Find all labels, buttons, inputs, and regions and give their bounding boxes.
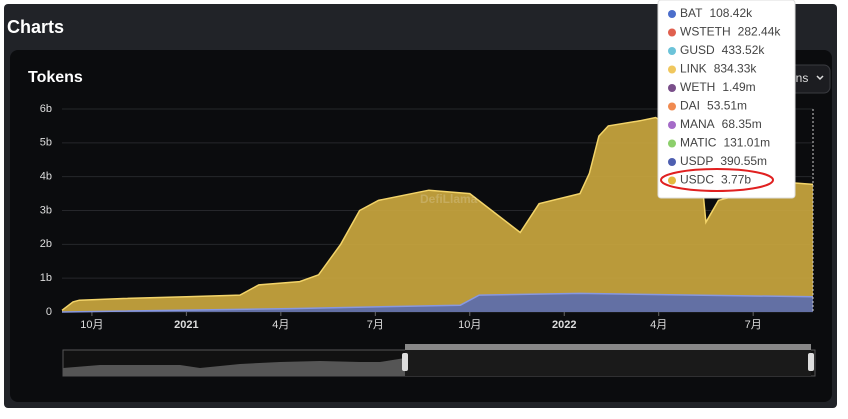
y-tick-label: 1b	[40, 272, 52, 284]
tooltip-value: 433.52k	[722, 43, 766, 57]
y-tick-label: 0	[46, 306, 52, 318]
legend-dot	[668, 139, 676, 148]
y-tick-label: 4b	[40, 171, 52, 183]
highlight-ellipse	[660, 168, 774, 192]
navigator-preview	[63, 358, 405, 376]
legend-dot	[668, 176, 676, 185]
y-tick-label: 2b	[40, 238, 52, 250]
tooltip-name: USDP	[680, 154, 713, 168]
x-tick-label: 4月	[650, 319, 667, 331]
tooltip-name: GUSD	[680, 43, 715, 57]
tooltip-name: WSTETH	[680, 25, 731, 39]
x-tick-label: 10月	[80, 319, 103, 331]
x-tick-label: 10月	[458, 319, 481, 331]
tooltip-value: 834.33k	[714, 62, 758, 76]
chart-title: Tokens	[28, 69, 83, 86]
tooltip-name: WETH	[680, 80, 715, 94]
legend-dot	[668, 28, 676, 37]
legend-dot	[668, 158, 676, 166]
area	[62, 117, 813, 312]
navigator-handle[interactable]	[808, 353, 814, 371]
x-tick-label: 2022	[552, 319, 576, 331]
dropdown-caret	[816, 75, 824, 81]
y-tick-label: 3b	[40, 204, 52, 216]
tooltip-name: LINK	[680, 62, 707, 76]
y-tick-label: 5b	[40, 137, 52, 149]
tooltip-value: 3.77b	[721, 173, 751, 187]
legend-dot	[668, 65, 676, 74]
tooltip-value: 68.35m	[722, 117, 762, 131]
tooltip	[657, 0, 796, 199]
watermark: DefiLlama	[420, 192, 478, 206]
tooltip-value: 108.42k	[709, 6, 753, 20]
navigator-bar[interactable]	[405, 344, 811, 350]
tooltip-name: MANA	[680, 117, 715, 131]
tooltip-name: DAI	[680, 99, 700, 113]
legend-dot	[668, 121, 676, 129]
tooltip-value: 390.55m	[720, 154, 767, 168]
navigator-handle[interactable]	[402, 353, 408, 371]
tooltip-value: 282.44k	[738, 25, 782, 39]
area-line	[61, 292, 814, 313]
tooltip-value: 53.51m	[707, 99, 747, 113]
tooltip-value: 131.01m	[723, 136, 770, 150]
x-tick-label: 7月	[745, 319, 762, 331]
tooltip-name: MATIC	[680, 136, 717, 150]
legend-dot	[668, 47, 676, 55]
tooltip-name: BAT	[680, 6, 703, 20]
x-tick-label: 4月	[272, 319, 289, 331]
tooltip-value: 1.49m	[722, 80, 755, 94]
x-tick-label: 7月	[367, 319, 384, 331]
page-title: Charts	[7, 17, 64, 37]
legend-dot	[668, 10, 676, 18]
tooltip-name: USDC	[680, 173, 714, 187]
tooltip-list: BAT 108.42k WSTETH 282.44k GUSD 433.52k LINK 83…	[668, 6, 781, 187]
legend-dot	[668, 84, 676, 92]
area	[62, 293, 813, 312]
navigator-selection[interactable]	[405, 350, 811, 376]
legend-dot	[668, 102, 676, 111]
navigator	[62, 344, 816, 377]
x-tick-label: 2021	[174, 319, 198, 331]
y-tick-label: 6b	[40, 103, 52, 115]
